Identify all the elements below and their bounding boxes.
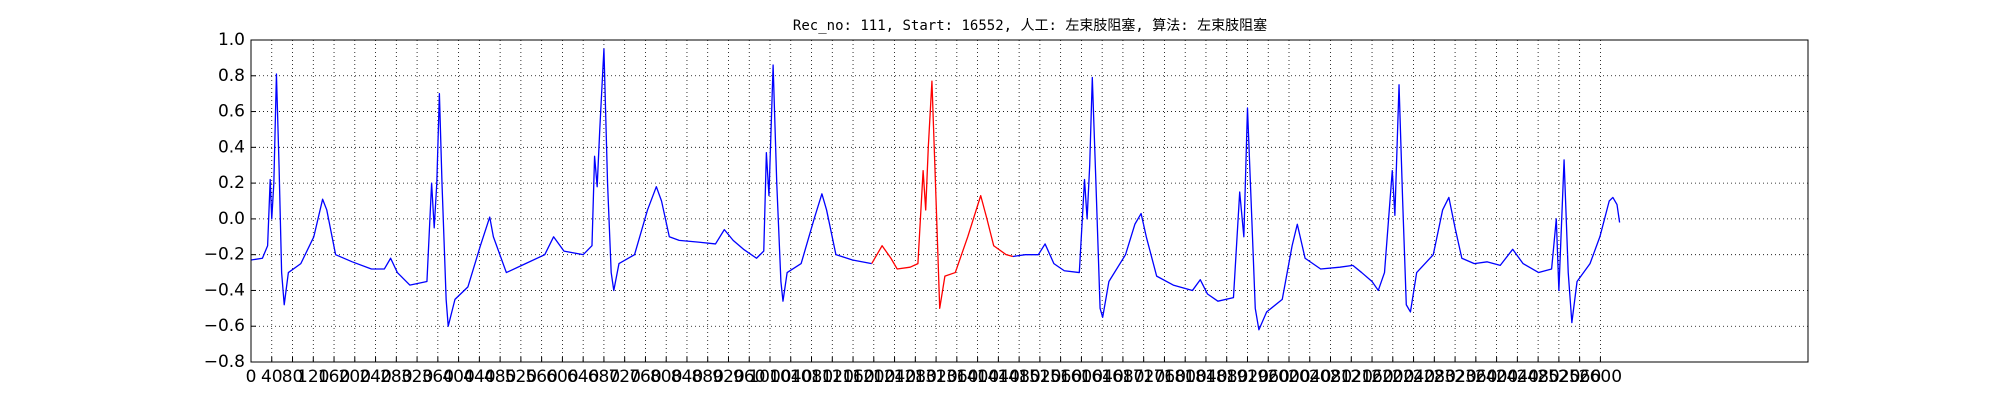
x-tick-label: 2200 bbox=[1371, 367, 1414, 387]
x-tick-label: 1480 bbox=[997, 367, 1040, 387]
x-tick-label: 840 bbox=[671, 367, 703, 387]
x-tick-label: 400 bbox=[442, 367, 474, 387]
x-tick-label: 1800 bbox=[1164, 367, 1207, 387]
x-tick-label: 280 bbox=[380, 367, 412, 387]
y-tick-label: 1.0 bbox=[218, 30, 245, 50]
x-tick-label: 2000 bbox=[1267, 367, 1310, 387]
x-tick-label: 1080 bbox=[790, 367, 833, 387]
x-tick-label: 1640 bbox=[1081, 367, 1124, 387]
y-tick-label: −0.4 bbox=[204, 280, 245, 300]
x-tick-label: 1840 bbox=[1184, 367, 1227, 387]
x-tick-label: 360 bbox=[422, 367, 454, 387]
y-tick-label: 0.8 bbox=[218, 66, 245, 86]
x-tick-label: 2440 bbox=[1496, 367, 1539, 387]
x-tick-label: 2120 bbox=[1330, 367, 1373, 387]
x-tick-label: 2280 bbox=[1413, 367, 1456, 387]
x-tick-label: 2520 bbox=[1537, 367, 1580, 387]
x-tick-label: 1000 bbox=[748, 367, 791, 387]
chart-title: Rec_no: 111, Start: 16552, 人工: 左束肢阻塞, 算法… bbox=[793, 17, 1267, 34]
x-tick-label: 880 bbox=[691, 367, 723, 387]
x-tick-label: 2040 bbox=[1288, 367, 1331, 387]
grid-layer bbox=[250, 39, 1808, 363]
x-tick-label: 1160 bbox=[831, 367, 874, 387]
x-tick-label: 560 bbox=[525, 367, 557, 387]
x-tick-label: 160 bbox=[318, 367, 350, 387]
y-tick-label: 0.2 bbox=[218, 173, 245, 193]
x-tick-label: 240 bbox=[359, 367, 391, 387]
x-tick-label: 1720 bbox=[1122, 367, 1165, 387]
x-tick-label: 80 bbox=[282, 367, 304, 387]
x-tick-label: 200 bbox=[339, 367, 371, 387]
x-tick-label: 800 bbox=[650, 367, 682, 387]
x-tick-label: 2480 bbox=[1516, 367, 1559, 387]
x-tick-label: 1960 bbox=[1247, 367, 1290, 387]
x-tick-label: 2600 bbox=[1579, 367, 1622, 387]
x-tick-label: 920 bbox=[712, 367, 744, 387]
x-tick-label: 120 bbox=[297, 367, 329, 387]
line-layer bbox=[250, 48, 1621, 331]
y-tick-label: 0.6 bbox=[218, 102, 245, 122]
x-tick-label: 1200 bbox=[852, 367, 895, 387]
x-tick-label: 1320 bbox=[914, 367, 957, 387]
x-tick-label: 1920 bbox=[1226, 367, 1269, 387]
x-tick-label: 1600 bbox=[1060, 367, 1103, 387]
x-tick-label: 960 bbox=[733, 367, 765, 387]
x-tick-label: 520 bbox=[505, 367, 537, 387]
x-tick-label: 2080 bbox=[1309, 367, 1352, 387]
x-tick-label: 640 bbox=[567, 367, 599, 387]
x-tick-label: 760 bbox=[629, 367, 661, 387]
x-tick-label: 1880 bbox=[1205, 367, 1248, 387]
ecg-line bbox=[1012, 76, 1621, 331]
y-tick-label: −0.6 bbox=[204, 316, 245, 336]
x-tick-label: 1040 bbox=[769, 367, 812, 387]
y-tick-label: 0.0 bbox=[218, 209, 245, 229]
x-tick-label: 2320 bbox=[1433, 367, 1476, 387]
y-tick-label: −0.2 bbox=[204, 245, 245, 265]
x-tick-label: 1520 bbox=[1018, 367, 1061, 387]
x-tick-label: 2400 bbox=[1475, 367, 1518, 387]
x-tick-label: 2240 bbox=[1392, 367, 1435, 387]
x-tick-label: 1560 bbox=[1039, 367, 1082, 387]
x-tick-label: 720 bbox=[608, 367, 640, 387]
x-tick-label: 1240 bbox=[873, 367, 916, 387]
x-tick-label: 2560 bbox=[1558, 367, 1601, 387]
x-tick-label: 0 bbox=[246, 367, 257, 387]
x-tick-label: 1360 bbox=[935, 367, 978, 387]
y-tick-label: 0.4 bbox=[218, 137, 245, 157]
x-tick-label: 1680 bbox=[1101, 367, 1144, 387]
x-tick-label: 480 bbox=[484, 367, 516, 387]
x-tick-label: 1400 bbox=[956, 367, 999, 387]
x-tick-label: 1120 bbox=[811, 367, 854, 387]
x-tick-label: 1760 bbox=[1143, 367, 1186, 387]
ecg-line bbox=[871, 80, 1014, 309]
x-tick-label: 680 bbox=[588, 367, 620, 387]
plot-frame bbox=[250, 39, 1809, 363]
x-tick-label: 1280 bbox=[894, 367, 937, 387]
x-tick-label: 320 bbox=[401, 367, 433, 387]
x-tick-label: 2360 bbox=[1454, 367, 1497, 387]
y-tick-label: −0.8 bbox=[204, 352, 245, 372]
x-tick-label: 1440 bbox=[977, 367, 1020, 387]
x-tick-label: 600 bbox=[546, 367, 578, 387]
x-tick-label: 2160 bbox=[1350, 367, 1393, 387]
label-layer: −0.8−0.6−0.4−0.20.00.20.40.60.81.00 40 801… bbox=[204, 30, 1622, 387]
ecg-line bbox=[250, 48, 872, 327]
x-tick-label: 440 bbox=[463, 367, 495, 387]
x-tick-label: 40 bbox=[261, 367, 283, 387]
